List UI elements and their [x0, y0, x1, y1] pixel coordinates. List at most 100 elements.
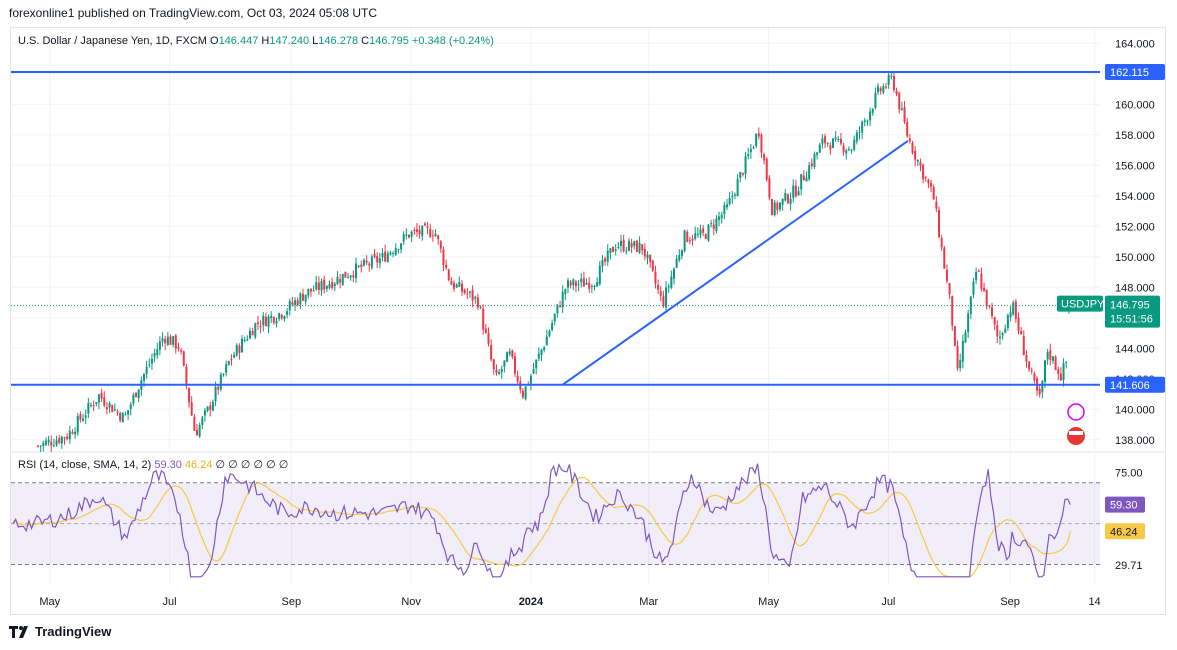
candle-body	[182, 351, 185, 366]
events-icons[interactable]	[1067, 403, 1085, 445]
candle-body	[863, 120, 866, 123]
candle-body	[325, 285, 328, 289]
candle-body	[468, 291, 471, 293]
candle-body	[858, 131, 861, 133]
candle-body	[961, 340, 964, 362]
candle-body	[585, 282, 588, 285]
candle-body	[871, 108, 874, 113]
candle-body	[405, 234, 408, 236]
candle-body	[108, 402, 111, 408]
candle-body	[832, 138, 834, 149]
candle-body	[545, 336, 548, 346]
candle-body	[524, 386, 527, 399]
low-label: L	[312, 35, 319, 47]
candle-body	[548, 330, 551, 337]
candle-body	[63, 437, 66, 439]
close-value: 146.795	[369, 35, 409, 47]
candle-body	[601, 259, 604, 267]
candle-body	[855, 132, 858, 142]
empty-values: ∅ ∅ ∅ ∅ ∅ ∅	[215, 459, 289, 471]
candle-body	[1038, 388, 1041, 395]
candle-body	[161, 338, 164, 342]
candle-body	[808, 165, 811, 180]
candle-body	[312, 290, 315, 292]
candle-body	[1044, 360, 1046, 382]
tradingview-icon	[9, 625, 28, 638]
candle-body	[686, 231, 689, 242]
candle-body	[166, 336, 169, 345]
candle-body	[392, 252, 395, 254]
candle-body	[635, 240, 638, 252]
candle-body	[333, 283, 336, 287]
candle-body	[511, 350, 514, 357]
candle-body	[270, 315, 273, 319]
earnings-event-icon[interactable]	[1067, 403, 1085, 421]
candle-body	[728, 198, 731, 205]
candle-body	[135, 392, 138, 398]
candle-body	[196, 429, 198, 436]
price-tick-label: 158.000	[1115, 130, 1155, 142]
candle-body	[1049, 350, 1052, 360]
trend-line[interactable]	[561, 140, 909, 386]
candle-body	[267, 316, 270, 327]
candle-body	[219, 374, 222, 390]
time-tick-label: May	[39, 596, 60, 608]
us-flag-event-icon[interactable]	[1067, 427, 1085, 445]
candle-body	[254, 323, 257, 338]
candle-body	[1057, 369, 1060, 374]
symbol-legend: U.S. Dollar / Japanese Yen, 1D, FXCM O14…	[18, 35, 494, 47]
candle-body	[145, 366, 148, 374]
candle-body	[553, 313, 556, 322]
candle-body	[726, 204, 728, 208]
candle-body	[193, 416, 196, 431]
tradingview-logo[interactable]: TradingView	[9, 624, 111, 639]
candle-body	[824, 136, 827, 144]
candle-body	[768, 178, 771, 198]
candle-body	[116, 411, 119, 413]
candle-body	[567, 280, 569, 288]
candle-body	[339, 279, 342, 283]
candle-body	[373, 254, 376, 257]
candle-body	[190, 402, 193, 416]
candle-body	[914, 151, 917, 160]
candle-body	[264, 316, 267, 327]
candle-body	[421, 225, 424, 237]
candle-body	[344, 271, 347, 278]
candle-body	[667, 286, 670, 288]
candle-body	[704, 234, 707, 239]
candle-body	[479, 307, 482, 309]
candle-body	[773, 202, 776, 216]
candle-body	[593, 285, 596, 288]
candle-body	[227, 361, 230, 365]
candle-body	[996, 325, 999, 337]
candle-body	[386, 253, 389, 262]
flag-stripe-icon	[1069, 431, 1083, 435]
candle-body	[156, 349, 159, 356]
candle-body	[272, 316, 275, 323]
candle-body	[304, 294, 307, 302]
candle-body	[691, 238, 694, 241]
candle-body	[991, 307, 993, 317]
price-tick-label: 156.000	[1115, 160, 1155, 172]
candle-body	[861, 121, 864, 133]
candle-body	[715, 218, 718, 232]
candle-body	[1030, 370, 1033, 372]
candle-body	[1025, 355, 1028, 362]
candle-body	[503, 360, 506, 367]
candle-body	[164, 338, 167, 344]
candle-body	[757, 133, 760, 137]
candle-body	[569, 281, 572, 286]
candle-body	[137, 389, 140, 399]
candle-body	[307, 288, 310, 296]
candle-body	[211, 401, 214, 411]
candle-body	[680, 250, 683, 256]
candle-body	[413, 230, 416, 232]
resistance-price-tag: 162.115	[1105, 64, 1165, 81]
candle-body	[964, 332, 967, 343]
candle-body	[233, 354, 236, 358]
candle-body	[580, 278, 583, 283]
support-price-tag: 141.606	[1105, 376, 1165, 393]
candle-body	[850, 149, 853, 151]
candle-body	[437, 235, 440, 240]
